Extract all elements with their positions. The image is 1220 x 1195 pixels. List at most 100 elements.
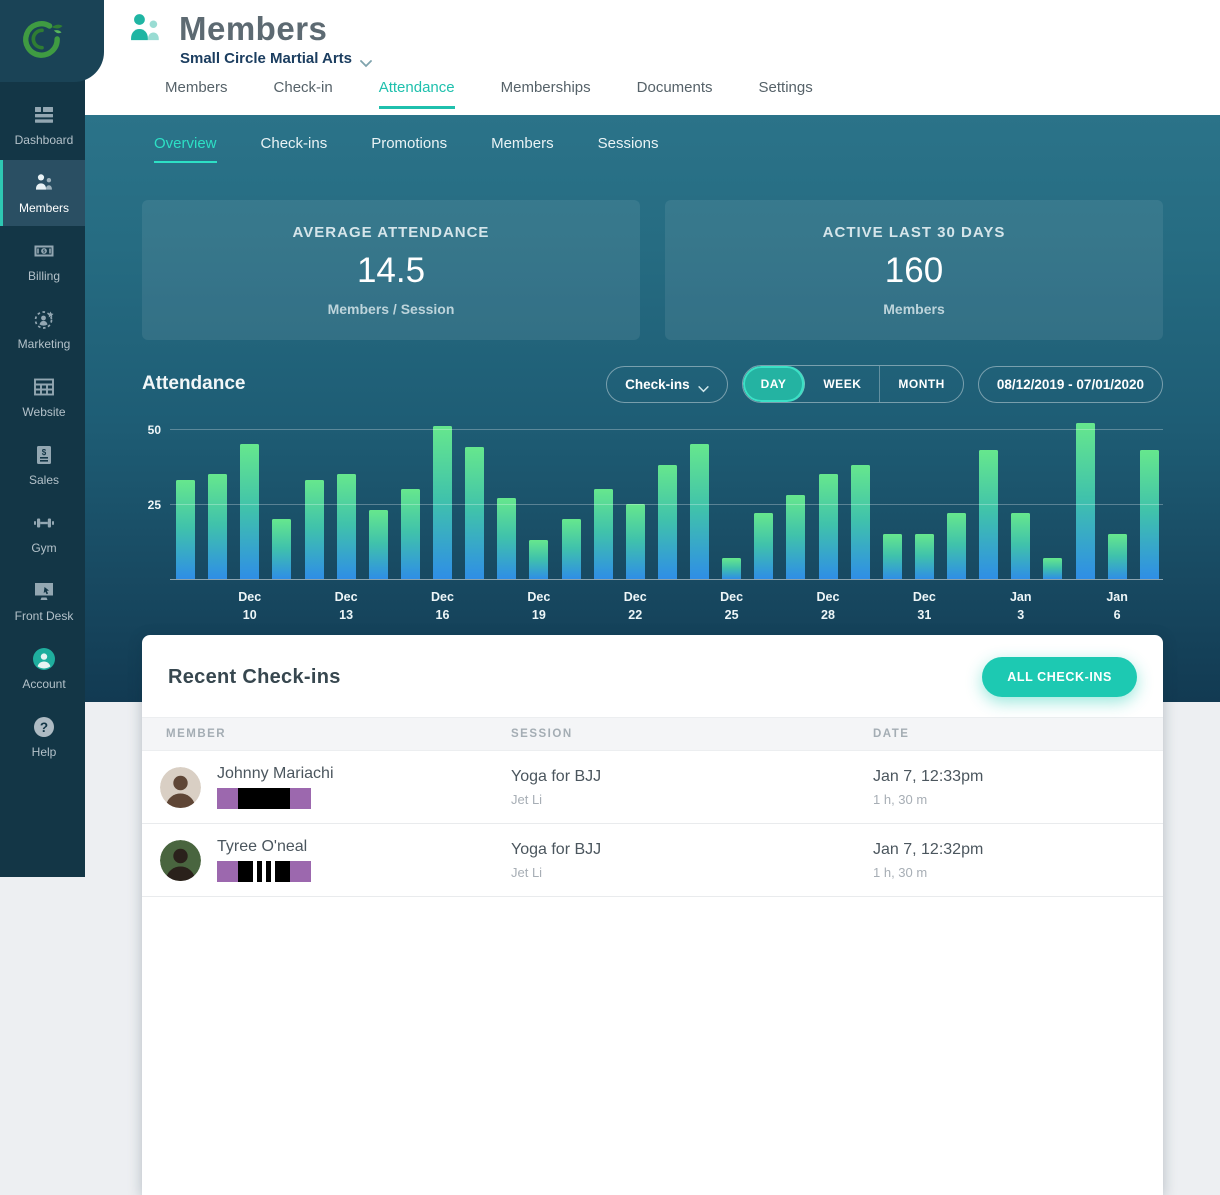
sidebar-item-gym[interactable]: Gym	[0, 500, 85, 566]
sidebar-item-label: Billing	[27, 269, 60, 283]
x-axis-label: Dec 13	[334, 590, 358, 623]
x-tick	[979, 588, 998, 620]
website-icon	[31, 374, 57, 400]
all-checkins-button[interactable]: ALL CHECK-INS	[982, 657, 1137, 697]
sidebar-item-label: Marketing	[17, 337, 71, 351]
stat-value: 14.5	[356, 250, 426, 290]
x-tick: Dec 25	[720, 588, 743, 622]
bar-jan-4	[1043, 558, 1063, 579]
tab-attendance[interactable]: Attendance	[378, 79, 455, 109]
members-icon	[31, 170, 57, 196]
bar-dec-21	[593, 489, 613, 579]
period-week-button[interactable]: WEEK	[805, 366, 881, 402]
x-tick: Dec 19	[527, 588, 550, 622]
sidebar-item-front-desk[interactable]: Front Desk	[0, 568, 85, 634]
x-tick	[786, 588, 805, 620]
sidebar-item-account[interactable]: Account	[0, 636, 85, 702]
bar-dec-24	[690, 444, 709, 579]
stat-label: AVERAGE ATTENDANCE	[292, 223, 490, 241]
metric-dropdown[interactable]: Check-ins	[606, 365, 728, 403]
subtab-promotions[interactable]: Promotions	[371, 135, 448, 152]
x-tick: Dec 16	[431, 588, 454, 622]
bar-dec-23	[657, 465, 677, 579]
period-month-button[interactable]: MONTH	[898, 377, 945, 391]
x-tick: Dec 10	[238, 588, 261, 622]
period-day-button[interactable]: DAY	[742, 366, 806, 402]
column-header-date: DATE	[873, 728, 910, 740]
sales-icon: $	[31, 442, 57, 468]
sidebar-item-billing[interactable]: $ Billing	[0, 228, 85, 294]
sidebar-item-label: Members	[18, 201, 69, 215]
sidebar-item-website[interactable]: Website	[0, 364, 85, 430]
business-selector[interactable]: Small Circle Martial Arts	[180, 50, 1220, 67]
bar-dec-10	[240, 444, 260, 579]
session-name: Yoga for BJJ	[511, 840, 602, 858]
subtab-check-ins[interactable]: Check-ins	[260, 135, 328, 152]
members-page-icon	[125, 10, 165, 48]
belt-stripe	[271, 861, 275, 882]
bar-dec-25	[722, 558, 742, 579]
sidebar-item-members[interactable]: Members	[0, 160, 85, 226]
recent-checkins-card: Recent Check-ins ALL CHECK-INS MEMBER SES…	[142, 635, 1163, 1195]
business-name: Small Circle Martial Arts	[180, 50, 353, 67]
bar-jan-1	[947, 513, 966, 579]
app-logo[interactable]	[0, 0, 104, 82]
table-row[interactable]: Tyree O'neal Yoga for BJJ Jet Li Jan 7, …	[142, 824, 1163, 897]
bar-dec-19	[529, 540, 549, 579]
checkin-date: Jan 7, 12:33pm	[873, 767, 984, 785]
x-tick	[465, 588, 484, 620]
date-range-button[interactable]: 08/12/2019 - 07/01/2020	[977, 365, 1163, 403]
member-name: Johnny Mariachi	[217, 765, 334, 782]
subtab-members[interactable]: Members	[491, 135, 554, 152]
instructor-name: Jet Li	[511, 864, 543, 880]
gym-icon	[31, 510, 57, 536]
page-title: Members	[179, 10, 328, 47]
chevron-down-icon	[360, 55, 372, 67]
bar-jan-6	[1107, 534, 1127, 579]
y-axis-label: 25	[147, 498, 161, 512]
member-name: Tyree O'neal	[217, 838, 308, 855]
tab-settings[interactable]: Settings	[758, 79, 813, 96]
tab-memberships[interactable]: Memberships	[500, 79, 591, 96]
x-axis-label: Dec 25	[720, 590, 744, 623]
date-range-label: 08/12/2019 - 07/01/2020	[996, 376, 1144, 392]
table-header: MEMBER SESSION DATE	[142, 717, 1163, 751]
x-tick	[305, 588, 324, 620]
tab-check-in[interactable]: Check-in	[273, 79, 333, 96]
sidebar-item-dashboard[interactable]: Dashboard	[0, 92, 85, 158]
session-duration: 1 h, 30 m	[873, 864, 928, 880]
x-tick	[883, 588, 902, 620]
bar-dec-13	[336, 474, 356, 579]
x-tick: Dec 31	[913, 588, 936, 622]
sidebar-item-sales[interactable]: $ Sales	[0, 432, 85, 498]
tab-documents[interactable]: Documents	[636, 79, 713, 96]
x-tick	[1140, 588, 1159, 620]
card-title: Recent Check-ins	[168, 665, 341, 688]
bar-dec-22	[625, 504, 645, 579]
teal-background-band	[85, 115, 1220, 702]
x-tick	[947, 588, 966, 620]
sidebar-item-marketing[interactable]: Marketing	[0, 296, 85, 362]
sidebar-item-label: Website	[22, 405, 66, 419]
y-axis-label: 50	[147, 423, 161, 437]
x-tick: Dec 13	[335, 588, 358, 622]
sidebar-item-help[interactable]: ? Help	[0, 704, 85, 770]
bar-jan-5	[1075, 423, 1095, 579]
bar-dec-14	[368, 510, 388, 579]
table-row[interactable]: Johnny Mariachi Yoga for BJJ Jet Li Jan …	[142, 751, 1163, 824]
x-tick: Jan 3	[1010, 588, 1032, 622]
x-axis-label: Dec 19	[527, 590, 551, 623]
x-tick: Jan 6	[1106, 588, 1128, 622]
subtab-overview[interactable]: Overview	[154, 135, 217, 163]
belt-rank-purple	[217, 788, 311, 809]
bar-dec-27	[786, 495, 806, 579]
period-toggle: DAY WEEK MONTH	[741, 365, 964, 403]
gridline-y-50	[170, 429, 1163, 430]
bar-dec-29	[850, 465, 870, 579]
tab-members[interactable]: Members	[165, 79, 228, 96]
x-tick	[562, 588, 581, 620]
subtab-sessions[interactable]: Sessions	[597, 135, 659, 152]
attendance-bar-chart: 25 50 Dec 10 Dec 13 Dec 16 Dec 19 Dec 22 Dec 2…	[142, 415, 1163, 622]
x-tick	[497, 588, 516, 620]
x-tick: Dec 28	[817, 588, 840, 622]
